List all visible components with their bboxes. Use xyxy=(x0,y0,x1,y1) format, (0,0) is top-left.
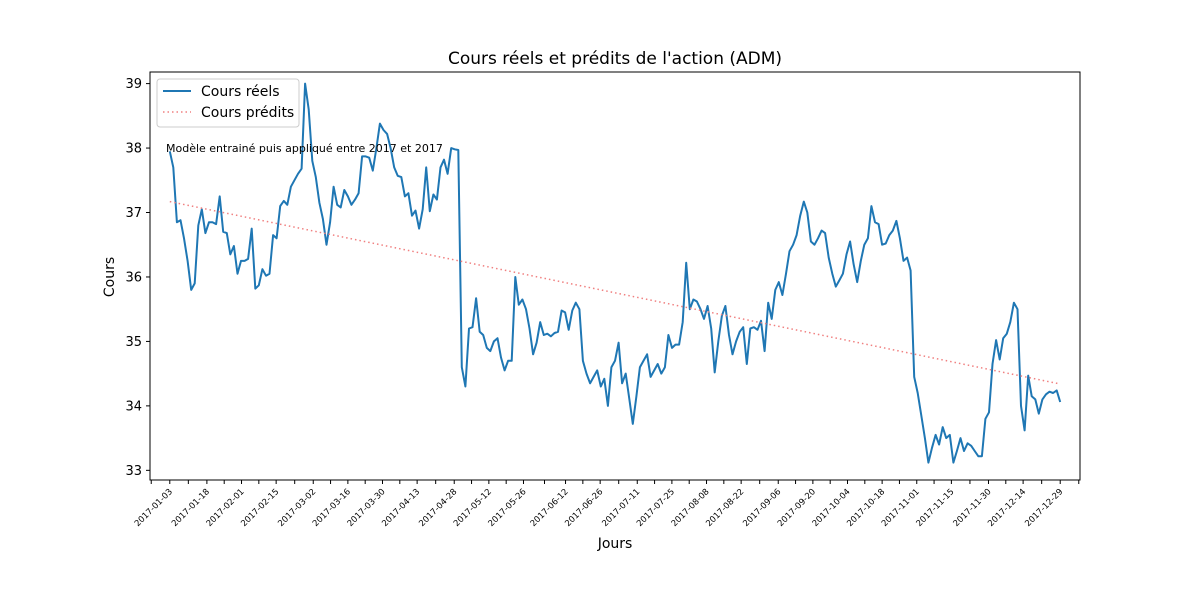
y-tick-label: 33 xyxy=(125,464,142,479)
series-line-predicted xyxy=(169,200,1061,385)
y-tick-label: 36 xyxy=(125,270,142,285)
y-tick-label: 34 xyxy=(125,399,142,414)
legend: Cours réels Cours prédits xyxy=(156,78,300,128)
x-axis-label: Jours xyxy=(597,536,633,552)
series-line-real xyxy=(168,82,1062,464)
y-tick-label: 37 xyxy=(125,206,142,221)
x-axis: 2017-01-032017-01-182017-02-012017-02-15… xyxy=(133,480,1080,529)
chart-annotation: Modèle entrainé puis appliqué entre 2017… xyxy=(166,142,443,155)
y-tick-label: 35 xyxy=(125,335,142,350)
x-tick-label: 2017-01-03 xyxy=(133,487,175,529)
y-tick-label: 39 xyxy=(125,77,142,92)
legend-label-predicted: Cours prédits xyxy=(201,105,294,121)
chart-title: Cours réels et prédits de l'action (ADM) xyxy=(448,49,782,69)
y-axis-label: Cours xyxy=(102,257,118,297)
y-tick-label: 38 xyxy=(125,142,142,157)
x-tick-label: 2017-12-29 xyxy=(1023,487,1065,529)
legend-label-real: Cours réels xyxy=(201,84,280,100)
y-axis: 33 34 35 36 37 38 39 xyxy=(125,77,150,479)
legend-box xyxy=(156,78,300,128)
plot-area xyxy=(150,72,1080,480)
plot-marks xyxy=(168,82,1062,464)
plot-frame xyxy=(149,71,1081,481)
